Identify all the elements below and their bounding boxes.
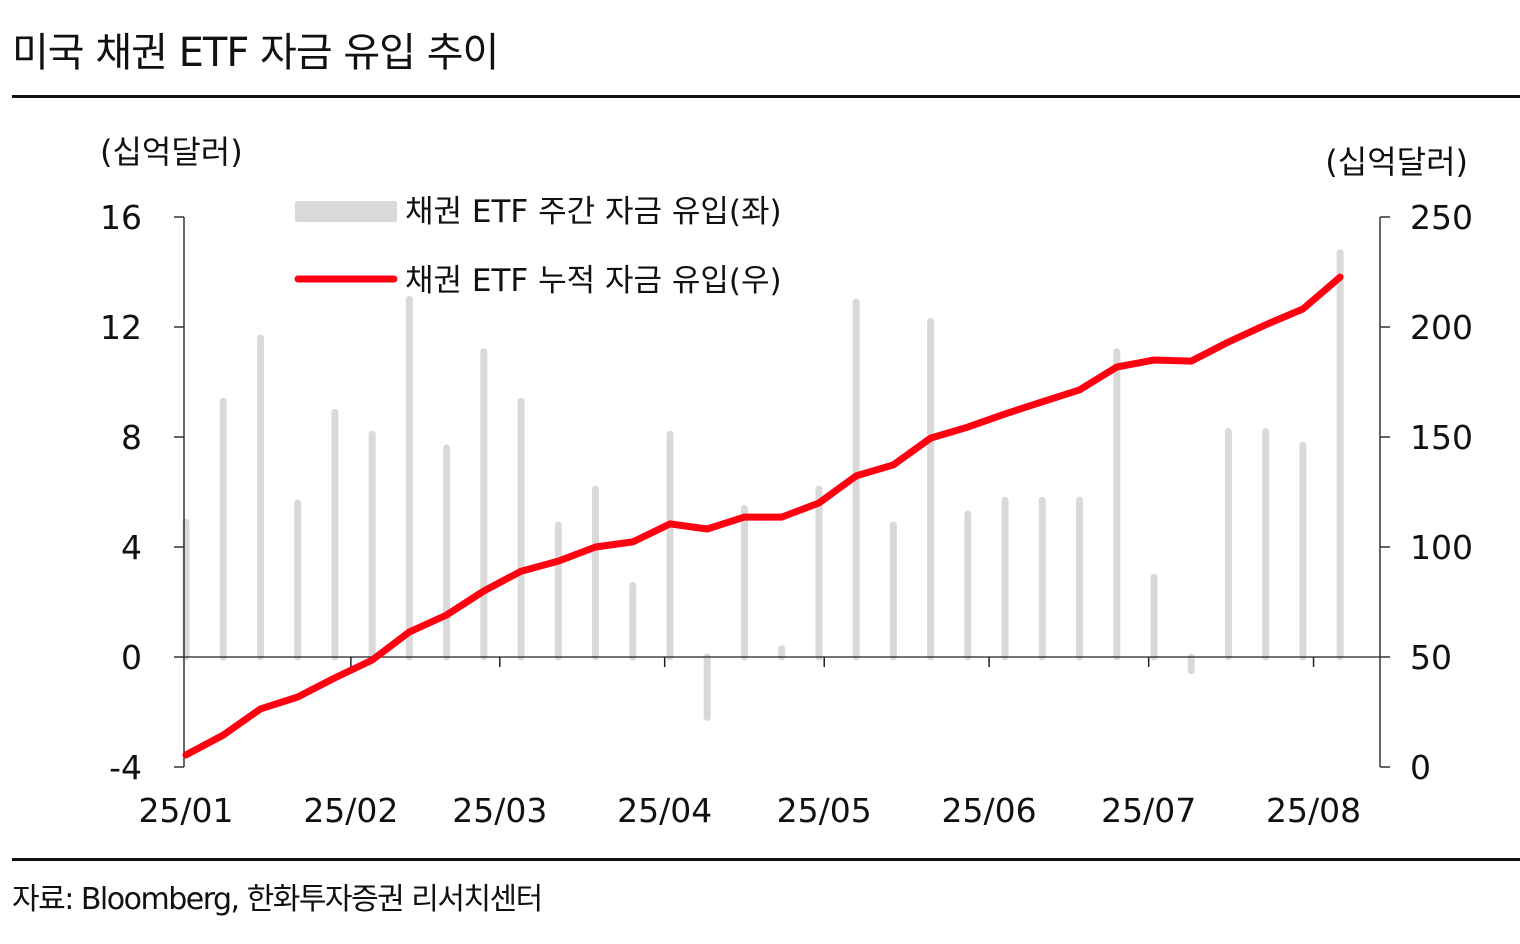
chart: -4 0 4 8 12 16 0 50 100 150 200 250 (십억달러) (십억달러) 25/0… — [100, 133, 1473, 830]
right-tick-label: 150 — [1410, 418, 1473, 457]
right-tick-label: 100 — [1410, 528, 1473, 567]
x-tick-label: 25/05 — [777, 791, 872, 830]
x-tick-label: 25/04 — [617, 791, 712, 830]
left-axis-unit: (십억달러) — [100, 133, 243, 171]
title-divider — [12, 95, 1520, 98]
x-tick-label: 25/07 — [1101, 791, 1196, 830]
left-tick-label: 8 — [121, 418, 142, 457]
legend-bar-swatch — [295, 201, 397, 222]
chart-title: 미국 채권 ETF 자금 유입 추이 — [12, 30, 499, 76]
x-tick-label: 25/08 — [1266, 791, 1361, 830]
x-tick-label: 25/03 — [452, 791, 547, 830]
x-tick-label: 25/06 — [942, 791, 1037, 830]
left-tick-label: -4 — [109, 748, 142, 787]
cumulative-line — [182, 273, 1344, 759]
x-tick-label: 25/01 — [138, 791, 233, 830]
x-tick-label: 25/02 — [303, 791, 398, 830]
right-tick-label: 0 — [1410, 748, 1431, 787]
left-tick-label: 0 — [121, 638, 142, 677]
left-tick-label: 12 — [100, 308, 142, 347]
left-tick-label: 16 — [100, 198, 142, 237]
right-tick-label: 50 — [1410, 638, 1452, 677]
legend-line-label: 채권 ETF 누적 자금 유입(우) — [405, 263, 782, 299]
left-tick-label: 4 — [121, 528, 142, 567]
right-axis-unit: (십억달러) — [1325, 143, 1468, 181]
right-tick-label: 200 — [1410, 308, 1473, 347]
source-divider — [12, 858, 1520, 861]
legend-bar-label: 채권 ETF 주간 자금 유입(좌) — [405, 194, 782, 230]
right-tick-label: 250 — [1410, 198, 1473, 237]
source-note: 자료: Bloomberg, 한화투자증권 리서치센터 — [12, 882, 543, 917]
